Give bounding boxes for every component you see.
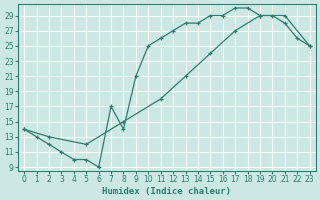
X-axis label: Humidex (Indice chaleur): Humidex (Indice chaleur) <box>102 187 231 196</box>
